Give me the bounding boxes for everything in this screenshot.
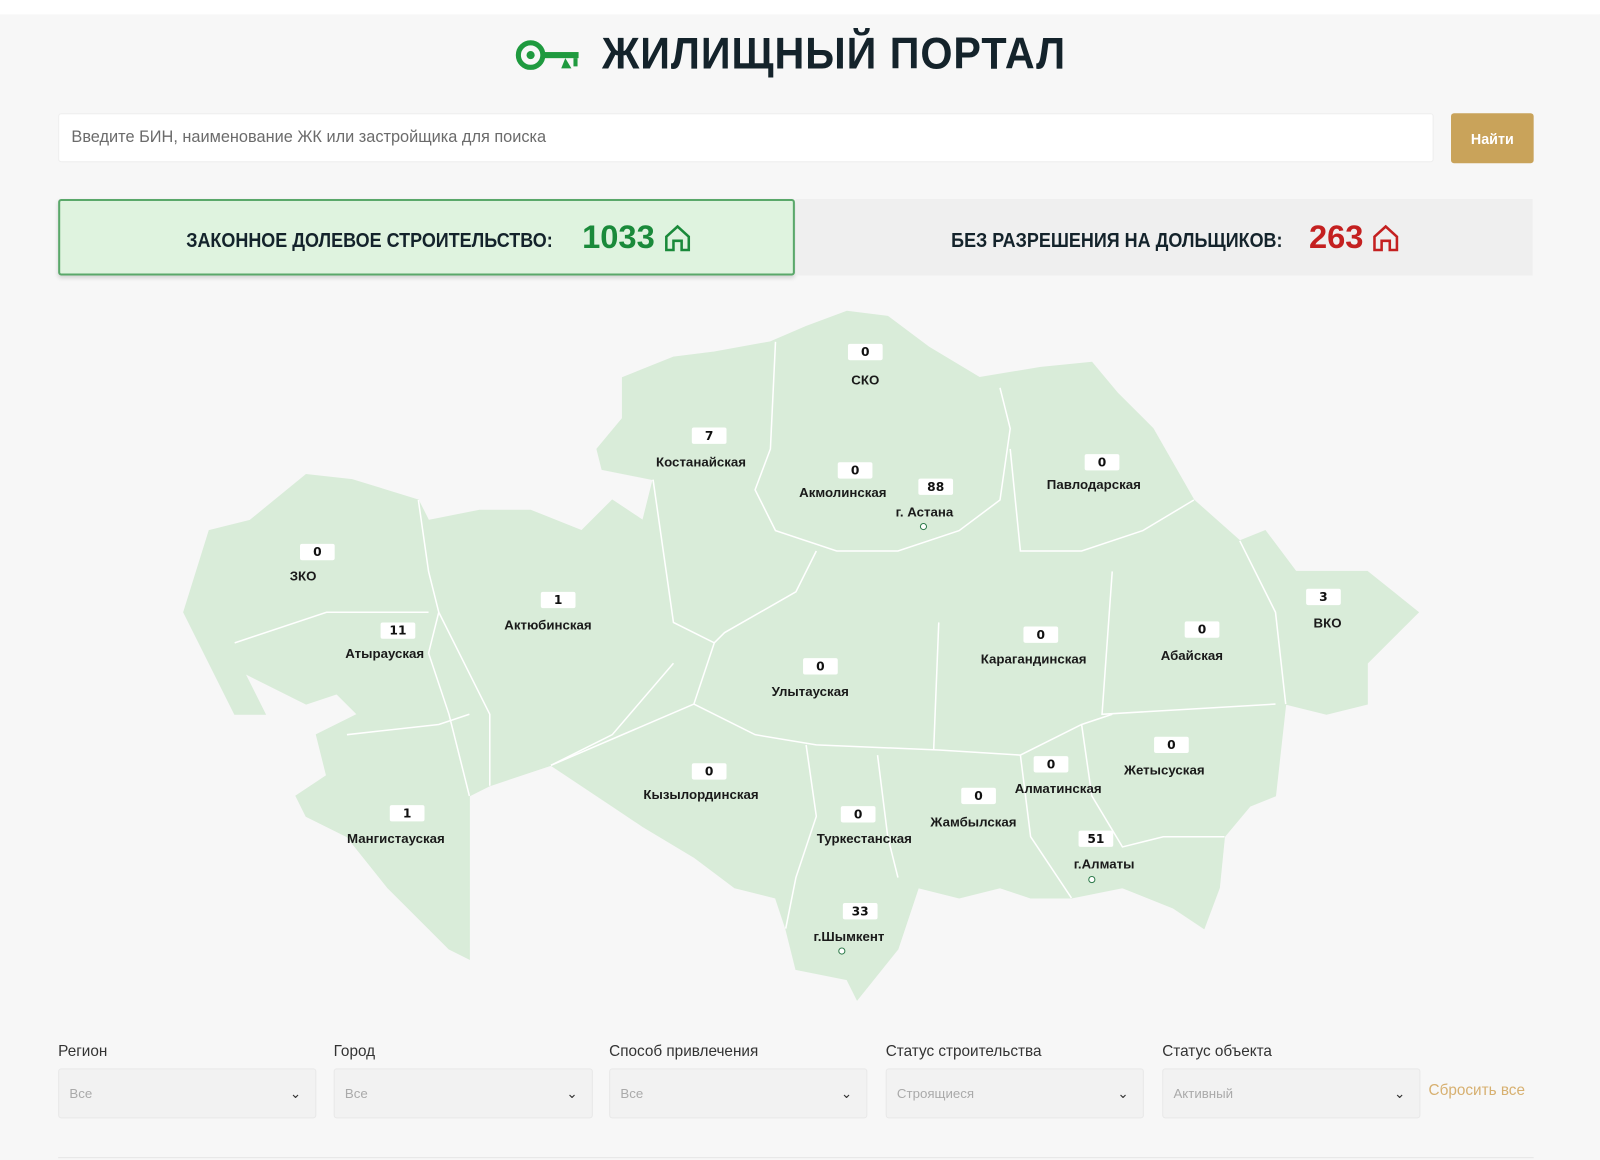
- method-select[interactable]: Все ⌄: [609, 1068, 868, 1119]
- region-name[interactable]: Актюбинская: [504, 617, 592, 633]
- page-title: ЖИЛИЩНЫЙ ПОРТАЛ: [602, 28, 1067, 79]
- region-name[interactable]: Абайская: [1160, 647, 1223, 664]
- region-count-badge: 0: [299, 543, 335, 561]
- region-name[interactable]: Карагандинская: [980, 651, 1087, 667]
- region-name[interactable]: ЗКО: [289, 568, 317, 584]
- region-count-badge: 0: [1154, 736, 1189, 754]
- construction-status-value: Строящиеся: [896, 1085, 975, 1102]
- region-count-badge: 0: [1033, 756, 1069, 773]
- region-count-badge: 0: [1023, 626, 1059, 643]
- reset-filters-link[interactable]: Сбросить все: [1428, 1081, 1525, 1099]
- search-button[interactable]: Найти: [1451, 113, 1534, 164]
- region-name[interactable]: Костанайская: [656, 454, 746, 470]
- region-count-badge: 0: [1084, 454, 1120, 471]
- search-input[interactable]: [69, 127, 1427, 148]
- divider: [58, 1157, 1534, 1159]
- city-marker-icon[interactable]: [1088, 876, 1096, 884]
- region-count-badge: 0: [840, 806, 876, 823]
- region-count-badge: 0: [837, 462, 873, 479]
- city-marker-icon[interactable]: [919, 522, 928, 531]
- region-name[interactable]: Павлодарская: [1046, 476, 1141, 492]
- method-select-value: Все: [620, 1085, 644, 1102]
- filter-method-label: Способ привлечения: [609, 1042, 759, 1061]
- region-count-badge: 3: [1306, 588, 1341, 606]
- region-count-badge: 7: [691, 427, 727, 444]
- legal-construction-label: ЗАКОННОЕ ДОЛЕВОЕ СТРОИТЕЛЬСТВО:: [186, 229, 554, 253]
- region-borders: [234, 341, 1287, 929]
- house-icon: [664, 224, 690, 251]
- object-status-value: Активный: [1173, 1085, 1234, 1102]
- region-count-badge: 0: [691, 763, 727, 780]
- legal-construction-tab[interactable]: ЗАКОННОЕ ДОЛЕВОЕ СТРОИТЕЛЬСТВО: 1033: [58, 198, 795, 276]
- no-permit-tab[interactable]: БЕЗ РАЗРЕШЕНИЯ НА ДОЛЬЩИКОВ: 263: [795, 198, 1533, 276]
- search-field[interactable]: [58, 113, 1434, 163]
- city-select-value: Все: [344, 1085, 368, 1102]
- chevron-down-icon: ⌄: [289, 1085, 302, 1102]
- region-name[interactable]: г. Астана: [895, 504, 954, 520]
- filter-city-label: Город: [333, 1042, 376, 1061]
- region-name[interactable]: ВКО: [1313, 615, 1342, 631]
- region-name[interactable]: Мангистауская: [347, 830, 445, 846]
- region-count-badge: 0: [961, 787, 996, 805]
- region-count-badge: 88: [918, 478, 954, 495]
- region-name[interactable]: Жамбылская: [930, 814, 1017, 830]
- region-count-badge: 51: [1078, 830, 1114, 847]
- region-count-badge: 11: [380, 622, 416, 639]
- region-name[interactable]: г.Шымкент: [813, 928, 885, 944]
- construction-status-select[interactable]: Строящиеся ⌄: [885, 1068, 1144, 1119]
- region-count-badge: 0: [1184, 621, 1220, 638]
- region-count-badge: 1: [389, 805, 425, 822]
- legal-construction-count: 1033: [582, 218, 655, 256]
- region-name[interactable]: Алматинская: [1014, 780, 1102, 796]
- chevron-down-icon: ⌄: [566, 1085, 578, 1102]
- top-bar: [0, 0, 1600, 15]
- city-select[interactable]: Все ⌄: [333, 1068, 593, 1119]
- kazakhstan-map[interactable]: [0, 296, 1600, 1020]
- region-name[interactable]: Улытауская: [771, 683, 849, 699]
- object-status-select[interactable]: Активный ⌄: [1162, 1068, 1421, 1119]
- region-select[interactable]: Все ⌄: [58, 1068, 317, 1119]
- region-name[interactable]: Туркестанская: [816, 830, 912, 846]
- region-name[interactable]: Кызылординская: [643, 786, 759, 803]
- key-logo-icon: [515, 40, 579, 70]
- region-count-badge: 0: [847, 343, 883, 361]
- no-permit-label: БЕЗ РАЗРЕШЕНИЯ НА ДОЛЬЩИКОВ:: [950, 229, 1283, 253]
- house-icon: [1373, 224, 1399, 251]
- region-count-badge: 33: [842, 903, 878, 920]
- region-name[interactable]: г.Алматы: [1073, 856, 1135, 872]
- region-select-value: Все: [69, 1085, 93, 1102]
- chevron-down-icon: ⌄: [1393, 1085, 1406, 1102]
- filter-object-status-label: Статус объекта: [1162, 1042, 1272, 1061]
- city-marker-icon[interactable]: [838, 947, 846, 955]
- chevron-down-icon: ⌄: [840, 1085, 853, 1102]
- map-shape: [183, 310, 1420, 1001]
- region-name[interactable]: СКО: [851, 372, 880, 388]
- country-outline: [183, 310, 1420, 1001]
- region-count-badge: 1: [540, 591, 576, 609]
- filter-construction-status-label: Статус строительства: [885, 1042, 1042, 1061]
- region-count-badge: 0: [803, 658, 838, 675]
- region-name[interactable]: Жетысуская: [1123, 762, 1205, 778]
- chevron-down-icon: ⌄: [1117, 1085, 1129, 1102]
- no-permit-count: 263: [1308, 218, 1364, 256]
- filter-region-label: Регион: [58, 1042, 108, 1061]
- region-name[interactable]: Акмолинская: [799, 484, 887, 500]
- region-name[interactable]: Атырауская: [345, 645, 425, 662]
